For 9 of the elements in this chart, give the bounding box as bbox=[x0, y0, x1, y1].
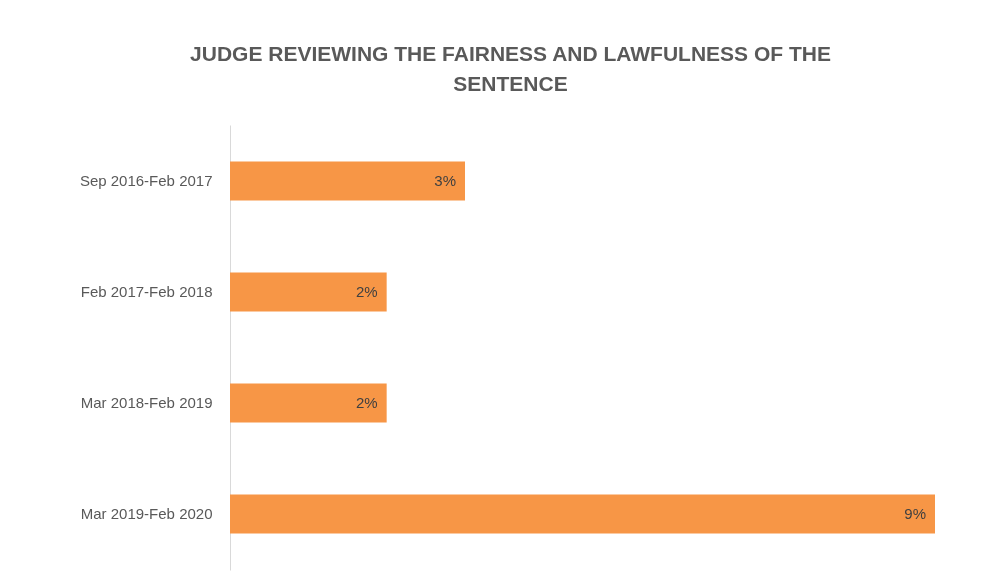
y-tick-label: Sep 2016-Feb 2017 bbox=[79, 172, 213, 190]
y-tick-label: Mar 2019-Feb 2020 bbox=[80, 504, 213, 522]
data-label: 2% bbox=[355, 393, 378, 411]
data-label: 2% bbox=[355, 283, 378, 301]
data-label: 9% bbox=[904, 504, 926, 522]
chart-title: JUDGE REVIEWING THE FAIRNESS AND LAWFULNESS OF THE SENTENCE bbox=[190, 42, 831, 95]
data-label: 3% bbox=[434, 172, 456, 190]
y-tick-label: Mar 2018-Feb 2019 bbox=[80, 393, 213, 411]
y-tick-label: Feb 2017-Feb 2018 bbox=[80, 283, 213, 301]
